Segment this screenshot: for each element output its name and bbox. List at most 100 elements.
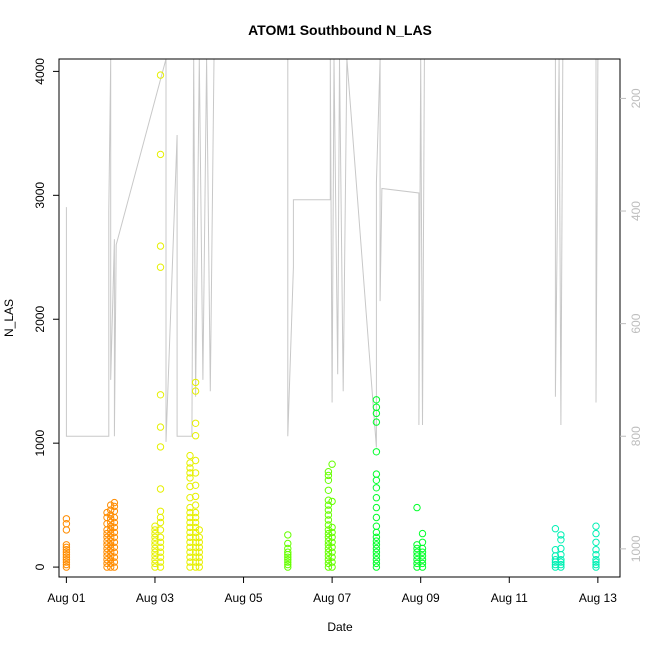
data-point [328,460,336,468]
data-point [62,553,71,561]
data-point [372,533,381,541]
data-point [418,563,427,571]
data-point [62,541,71,549]
data-point [103,548,111,556]
data-point [151,563,159,571]
data-point [418,548,427,556]
data-point [191,543,200,551]
data-point [195,563,204,571]
data-point [107,506,115,514]
data-point [186,513,194,522]
data-point [592,538,600,546]
data-point [413,559,421,568]
data-point [186,538,194,546]
data-point [328,543,336,551]
data-point [151,526,159,534]
data-point [156,533,165,541]
data-point [110,502,119,511]
data-point [557,536,565,544]
data-point [324,552,333,560]
data-point [324,506,333,514]
data-point [62,543,71,551]
data-point [324,501,333,509]
data-point [156,543,165,551]
data-point [557,563,565,571]
data-point [107,556,115,564]
x-tick-label: Aug 03 [136,591,174,605]
data-point [62,551,71,559]
data-point [372,448,381,456]
data-point [191,523,200,532]
data-point [156,485,165,493]
data-point [324,496,333,504]
data-point [156,263,165,271]
y2-tick-label: 400 [629,201,643,221]
data-point [110,533,119,541]
data-point [110,553,119,561]
data-point [324,516,333,524]
data-point [372,513,381,522]
y2-tick-label: 800 [629,426,643,446]
data-point [103,529,111,538]
points-layer [62,71,600,571]
data-point [107,544,115,553]
data-point [107,526,115,534]
data-point [551,525,560,533]
data-point [413,552,421,560]
data-point [110,563,119,571]
data-point [324,476,333,484]
data-point [557,558,565,566]
data-point [107,501,115,509]
data-point [372,563,381,571]
data-point [324,541,333,549]
data-point [186,469,194,477]
data-point [372,544,381,553]
data-point [191,553,200,561]
data-point [107,563,115,571]
data-point [328,523,336,532]
data-point [156,558,165,566]
data-point [372,537,381,545]
y2-tick-label: 600 [629,313,643,333]
data-point [186,563,194,571]
data-point [107,548,115,556]
y-tick-label: 2000 [33,306,47,333]
data-point [186,543,194,551]
data-point [324,537,333,545]
y2-tick-label: 200 [629,88,643,108]
data-point [557,560,565,569]
data-point [418,538,427,546]
data-point [191,538,200,546]
data-point [103,508,111,517]
data-point [324,559,333,568]
data-point [592,551,600,559]
data-point [328,558,336,566]
data-point [186,523,194,532]
x-tick-label: Aug 01 [47,591,85,605]
data-point [195,558,204,566]
data-point [372,396,381,404]
data-point [195,538,204,546]
data-point [156,423,165,431]
y-tick-label: 0 [33,563,47,570]
data-point [191,501,200,509]
x-axis-label: Date [327,620,353,634]
data-point [191,432,200,440]
data-point [103,559,111,568]
data-point [156,443,165,451]
data-point [195,553,204,561]
data-point [110,528,119,537]
data-point [151,548,159,556]
data-point [284,553,292,561]
data-point [186,508,194,517]
data-point [324,544,333,553]
data-point [324,486,333,494]
data-point [103,513,111,522]
data-point [110,523,119,532]
y-tick-label: 1000 [33,429,47,456]
data-point [103,537,111,545]
data-point [191,548,200,556]
data-point [191,558,200,566]
data-point [328,533,336,541]
data-point [592,522,600,530]
